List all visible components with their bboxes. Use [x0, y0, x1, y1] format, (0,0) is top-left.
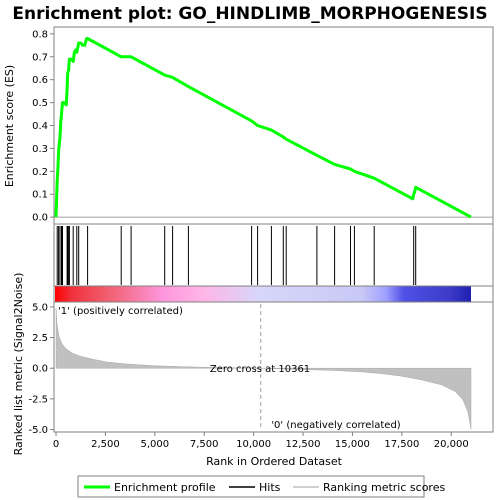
es-y-tick-label-8: 0.8 — [32, 29, 48, 40]
es-y-axis-label: Enrichment score (ES) — [3, 65, 16, 187]
rank-y-tick-label-2: 0.0 — [32, 364, 48, 375]
ranking-heatmap-bar — [55, 286, 471, 302]
x-tick-label-7: 17,500 — [384, 439, 419, 450]
ranking-x-axis: 0 2,500 5,000 7,500 10,000 12,500 15,000 17,500… — [53, 432, 469, 450]
rank-y-tick-label-3: 2.5 — [32, 333, 48, 344]
enrichment-profile-line — [54, 37, 472, 219]
legend-ranking-label: Ranking metric scores — [323, 481, 445, 494]
legend-profile-label: Enrichment profile — [114, 481, 216, 494]
x-tick-label-2: 5,000 — [140, 439, 169, 450]
es-y-tick-label-1: 0.1 — [32, 190, 48, 201]
es-y-tick-label-7: 0.7 — [32, 52, 48, 63]
rank-y-tick-label-1: -2.5 — [28, 394, 48, 405]
positive-correlation-label: '1' (positively correlated) — [58, 306, 183, 317]
x-tick-label-0: 0 — [53, 439, 59, 450]
ranking-y-axis-label: Ranked list metric (Signal2Noise) — [12, 273, 25, 456]
chart-title: Enrichment plot: GO_HINDLIMB_MORPHOGENES… — [12, 4, 487, 24]
negative-correlation-label: '0' (negatively correlated) — [271, 420, 400, 431]
rank-y-tick-label-4: 5.0 — [32, 302, 48, 313]
es-y-tick-label-2: 0.2 — [32, 167, 48, 178]
hits-panel-frame — [53, 223, 494, 287]
hit-markers — [56, 226, 417, 285]
x-tick-label-3: 7,500 — [190, 439, 219, 450]
zero-cross-annotation: Zero cross at 10361 — [210, 364, 310, 375]
es-y-axis: 0.0 0.1 0.2 0.3 0.4 0.5 0.6 0.7 0.8 — [32, 29, 54, 224]
x-axis-label: Rank in Ordered Dataset — [206, 455, 343, 468]
x-tick-label-6: 15,000 — [335, 439, 370, 450]
x-tick-label-8: 20,000 — [434, 439, 469, 450]
es-y-tick-label-6: 0.6 — [32, 75, 48, 86]
legend-hits-label: Hits — [259, 481, 281, 494]
x-tick-label-4: 10,000 — [236, 439, 271, 450]
ranking-y-axis: -5.0 -2.5 0.0 2.5 5.0 — [28, 302, 54, 436]
x-tick-label-5: 12,500 — [286, 439, 321, 450]
es-y-tick-label-0: 0.0 — [32, 213, 48, 224]
es-y-tick-label-4: 0.4 — [32, 121, 48, 132]
x-tick-label-1: 2,500 — [91, 439, 120, 450]
ranking-metric-area — [55, 308, 472, 430]
es-y-tick-label-3: 0.3 — [32, 144, 48, 155]
es-y-tick-label-5: 0.5 — [32, 98, 48, 109]
rank-y-tick-label-0: -5.0 — [28, 425, 48, 436]
